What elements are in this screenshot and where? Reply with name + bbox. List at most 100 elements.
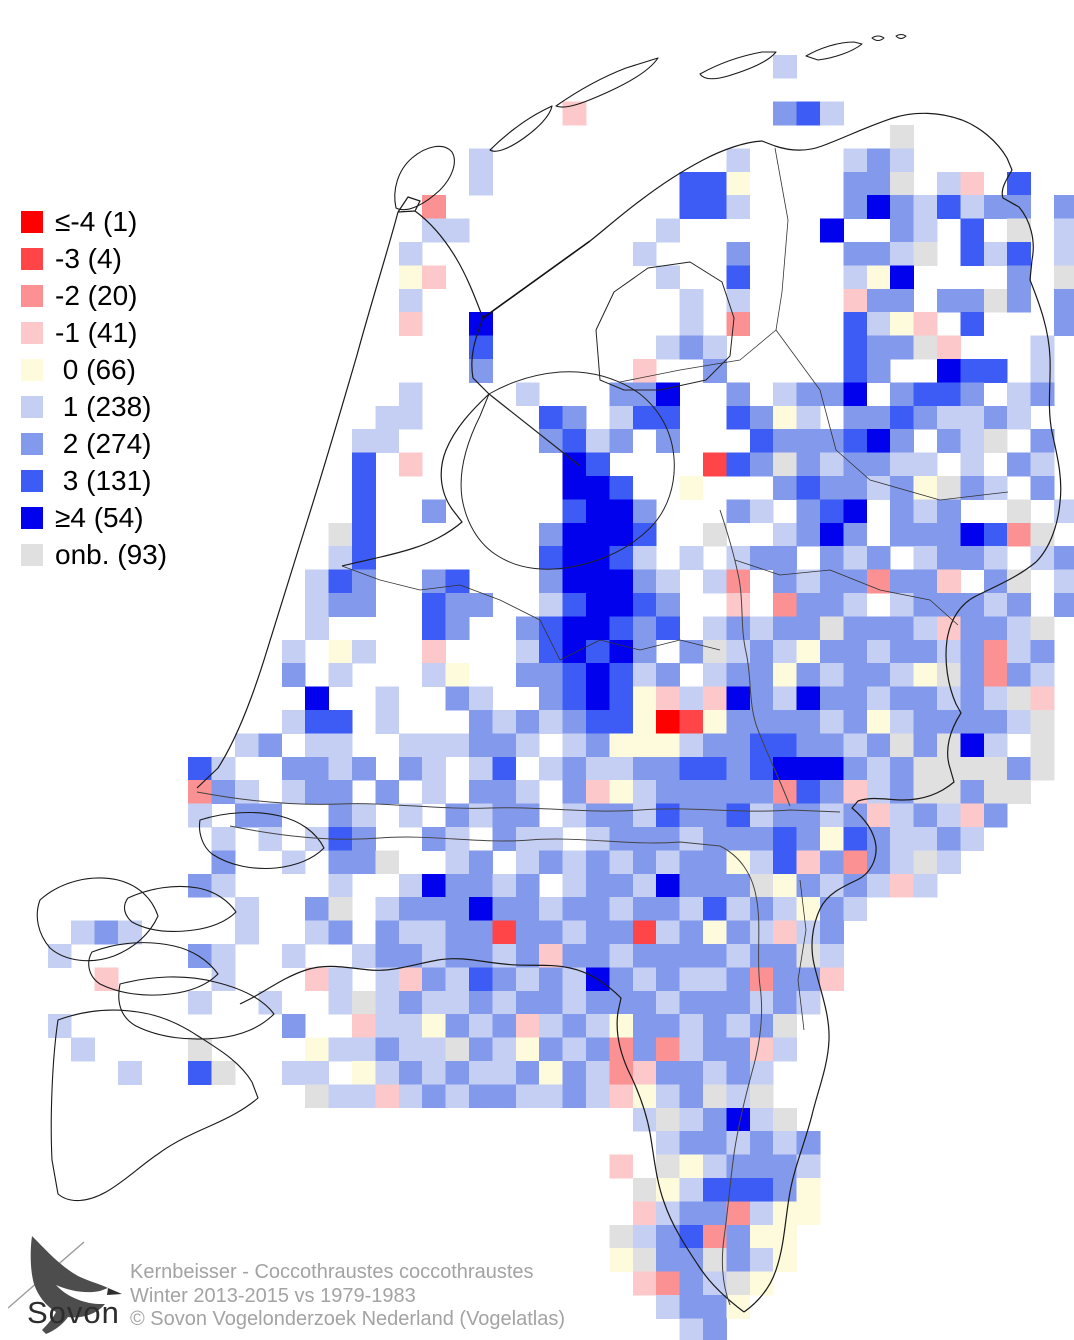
grid-cell <box>539 967 563 992</box>
grid-cell <box>843 850 868 875</box>
grid-cell <box>890 148 914 173</box>
grid-cell <box>937 522 961 547</box>
grid-cell <box>398 920 423 945</box>
grid-cell <box>890 242 914 266</box>
grid-cell <box>703 1131 727 1155</box>
grid-cell <box>749 663 774 687</box>
grid-cell <box>773 1037 797 1062</box>
grid-cell <box>983 616 1008 641</box>
grid-cell <box>960 242 985 266</box>
grid-cell <box>515 873 540 898</box>
grid-cell <box>422 1084 446 1109</box>
grid-cell <box>211 756 236 781</box>
grid-cell <box>890 710 914 734</box>
grid-cell <box>1030 522 1055 547</box>
grid-cell <box>773 663 797 687</box>
grid-cell <box>843 639 868 664</box>
grid-cell <box>469 944 493 968</box>
grid-cell <box>773 54 797 79</box>
grid-cell <box>820 546 844 570</box>
grid-cell <box>937 639 961 664</box>
grid-cell <box>632 850 657 875</box>
grid-cell <box>749 1248 774 1272</box>
grid-cell <box>843 756 868 781</box>
grid-cell <box>913 546 938 570</box>
grid-cell <box>515 382 540 407</box>
grid-cell <box>586 873 610 898</box>
grid-cell <box>352 1014 376 1038</box>
grid-cell <box>866 171 891 196</box>
grid-cell <box>703 803 727 828</box>
grid-cell <box>632 944 657 968</box>
grid-cell <box>703 1271 727 1296</box>
grid-cell <box>609 944 634 968</box>
grid-cell <box>796 827 821 851</box>
grid-cell <box>937 756 961 781</box>
grid-cell <box>937 803 961 828</box>
legend-item: 1 (238) <box>21 388 167 425</box>
grid-cell <box>703 1107 727 1132</box>
island-path <box>394 145 455 211</box>
grid-cell <box>375 967 400 992</box>
grid-cell <box>656 1131 680 1155</box>
grid-cell <box>562 1014 587 1038</box>
grid-cell <box>469 733 493 758</box>
grid-cell <box>562 780 587 804</box>
grid-cell <box>913 522 938 547</box>
grid-cell <box>375 944 400 968</box>
grid-cell <box>305 569 329 594</box>
grid-cell <box>843 733 868 758</box>
grid-cell <box>890 476 914 500</box>
grid-cell <box>960 359 985 383</box>
grid-cell <box>843 265 868 290</box>
grid-cell <box>773 405 797 430</box>
grid-cell <box>983 546 1008 570</box>
grid-cell <box>749 1178 774 1202</box>
grid-cell <box>679 171 704 196</box>
grid-cell <box>586 546 610 570</box>
coastline-path <box>196 211 399 789</box>
grid-cell <box>586 522 610 547</box>
grid-cell <box>188 1061 212 1085</box>
grid-cell <box>960 733 985 758</box>
legend-swatch <box>21 247 43 270</box>
grid-cell <box>866 686 891 711</box>
grid-cell <box>820 803 844 828</box>
grid-cell <box>632 1201 657 1226</box>
grid-cell <box>866 242 891 266</box>
river-path <box>719 509 791 807</box>
grid-cell <box>632 663 657 687</box>
grid-cell <box>749 499 774 524</box>
grid-cell <box>328 756 353 781</box>
grid-cell <box>632 1037 657 1062</box>
grid-cell <box>422 990 446 1015</box>
grid-cell <box>1030 335 1055 360</box>
grid-cell <box>703 850 727 875</box>
grid-cell <box>632 569 657 594</box>
grid-cell <box>562 850 587 875</box>
grid-cell <box>796 873 821 898</box>
grid-cell <box>281 850 306 875</box>
grid-cell <box>609 476 634 500</box>
grid-cell <box>632 733 657 758</box>
grid-cell <box>726 756 751 781</box>
grid-cell <box>469 1084 493 1109</box>
grid-cell <box>71 1037 95 1062</box>
grid-cell <box>820 850 844 875</box>
grid-cell <box>820 967 844 992</box>
grid-cell <box>118 1061 142 1085</box>
grid-cell <box>820 873 844 898</box>
grid-cell <box>352 990 376 1015</box>
river-path <box>229 825 721 847</box>
grid-cell <box>632 1271 657 1296</box>
grid-cell <box>562 686 587 711</box>
grid-cell <box>679 967 704 992</box>
grid-cell <box>983 639 1008 664</box>
grid-cell <box>866 710 891 734</box>
grid-cell <box>820 616 844 641</box>
legend-item: 0 (66) <box>21 351 167 388</box>
grid-cell <box>866 195 891 219</box>
grid-cell <box>422 1014 446 1038</box>
grid-cell <box>843 686 868 711</box>
grid-cell <box>1030 616 1055 641</box>
